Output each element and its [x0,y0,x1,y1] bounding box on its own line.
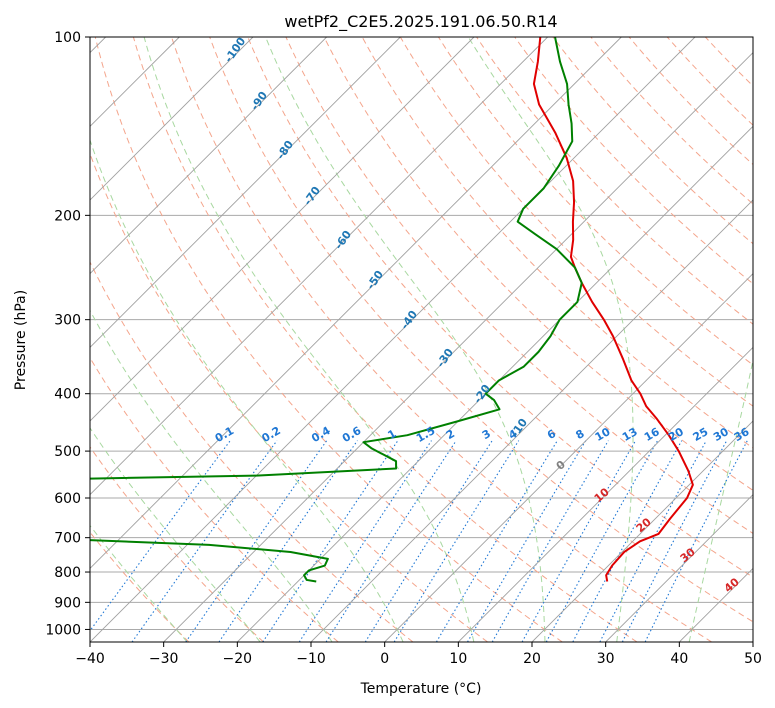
isotherm-line [90,37,254,201]
y-tick-label: 700 [54,531,81,547]
mixing-ratio-line [364,440,493,642]
mixing-ratio-line [218,440,358,642]
mixing-ratio-line [262,440,399,642]
isotherm-line [90,37,327,275]
mixing-ratio-line [435,440,558,642]
isotherm-line [458,346,753,642]
moist-adiabats [90,37,753,642]
mixing-ratio-line [90,440,231,632]
x-tick-label: 40 [670,651,688,667]
y-tick-label: 600 [54,491,81,507]
x-axis-label: Temperature (°C) [360,681,482,697]
dewpoint-profile-line [90,37,583,583]
moist-adiabat-line [90,427,261,642]
mixing-ratio-line [185,440,328,642]
mixing-ratio-line [467,440,587,642]
moist-adiabat-line [265,37,546,642]
dry-adiabat-line [90,260,414,642]
x-tick-label: 10 [449,651,467,667]
isotherm-line [605,494,753,642]
mixing-ratio-line [131,440,278,642]
isotherm-line [90,37,475,422]
x-tick-label: −20 [223,651,253,667]
y-tick-label: 200 [54,208,81,224]
x-tick-label: 0 [380,651,389,667]
y-tick-label: 800 [54,565,81,581]
x-tick-label: −40 [75,651,105,667]
y-tick-label: 1000 [45,622,81,638]
dry-adiabat-line [132,37,638,642]
dry-adiabat-line [476,37,753,325]
dry-adiabat-line [514,37,753,285]
mixing-ratio-line [325,440,457,642]
y-tick-label: 500 [54,444,81,460]
y-tick-label: 100 [54,30,81,46]
dry-adiabat-line [90,446,264,642]
isotherm-line [237,125,753,642]
dry-adiabats [90,37,753,642]
mixing-ratio-line [545,440,659,642]
mixing-ratio-line [298,440,432,642]
dry-adiabat-line [94,37,563,642]
dry-adiabat-line [323,37,753,491]
isotherm-line [531,420,753,642]
plot-area: 0.1 0.2 0.4 0.6 1 1.5 2 3 4 6 8 10 13 16 20 25 30 36-100-… [90,37,753,642]
dry-adiabat-line [90,356,339,642]
moist-adiabat-line [90,524,188,642]
isotherm-line [90,37,401,348]
gridlines [90,37,753,630]
temperature-profile-line [532,37,694,582]
moist-adiabat-line [90,138,404,642]
dry-adiabat-line [209,37,753,623]
isotherm-line [384,273,753,642]
moist-adiabat-line [688,358,753,642]
y-tick-label: 400 [54,387,81,403]
x-tick-label: 50 [744,651,762,667]
dry-adiabat-line [285,37,753,535]
moist-adiabat-line [143,37,475,642]
y-tick-label: 900 [54,595,81,611]
y-tick-label: 300 [54,313,81,329]
chart-title: wetPf2_C2E5.2025.191.06.50.R14 [284,12,557,32]
x-tick-label: 20 [523,651,541,667]
y-axis-label: Pressure (hPa) [13,290,29,390]
x-axis-ticks: −40 −30 −20 −10 0 10 20 30 40 50 [75,642,762,667]
dry-adiabat-line [171,37,713,642]
x-tick-label: 30 [597,651,615,667]
dry-adiabat-line [247,37,753,578]
x-tick-label: −10 [296,651,326,667]
isotherm-line [90,37,696,642]
moist-adiabat-line [90,309,333,642]
x-tick-label: −30 [149,651,179,667]
plot-frame [89,36,754,643]
isotherm-line [163,52,753,642]
y-axis-ticks: 100 200 300 400 500 600 700 800 900 1000 [45,30,90,638]
mixing-ratio-line [521,440,637,642]
isotherm-line [90,37,548,496]
mixing-ratio-line [644,440,748,642]
profile-series [90,37,694,583]
